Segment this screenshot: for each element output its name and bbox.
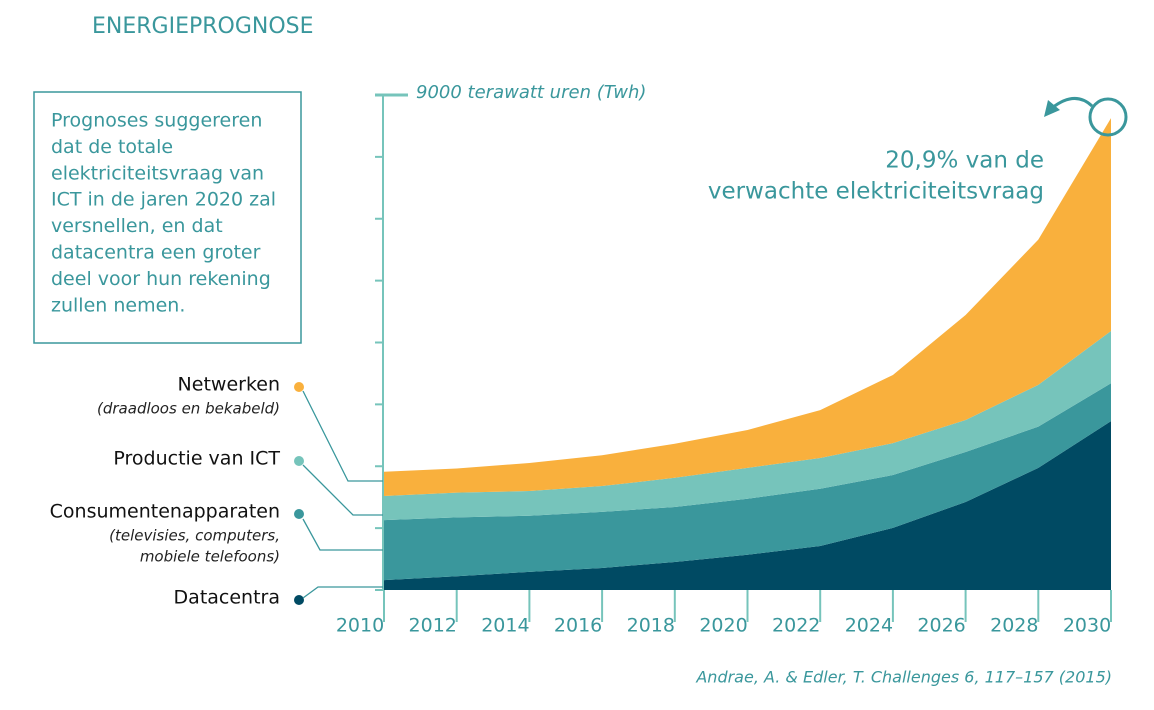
legend-dot [294, 382, 304, 392]
x-tick-label: 2014 [481, 615, 529, 637]
legend-note: (draadloos en bekabeld) [97, 400, 280, 418]
area [384, 383, 1111, 581]
x-tick-label: 2024 [845, 615, 893, 637]
leader-line [302, 464, 383, 516]
info-line: dat de totale [51, 136, 173, 158]
legend-dot [294, 595, 304, 605]
area [384, 421, 1111, 590]
leader-line [302, 390, 383, 482]
arrow [1051, 97, 1094, 110]
x-tick-label: 2020 [699, 615, 747, 637]
area [384, 118, 1111, 496]
info-box [33, 91, 302, 344]
info-line: Prognoses suggereren [51, 110, 262, 132]
y-tick-label: 9000 terawatt uren (Twh) [416, 82, 646, 103]
info-box-text: Prognoses suggereren dat de totale elektri… [51, 110, 276, 317]
legend-dot [294, 456, 304, 466]
chart: 9000 terawatt uren (Twh) 2010 2012 2014 2016… [50, 82, 1112, 687]
x-tick-label: 2016 [554, 615, 602, 637]
x-tick-label: 2030 [1063, 615, 1111, 637]
leader-lines [302, 390, 383, 599]
legend-dot [294, 509, 304, 519]
legend-note: mobiele telefoons) [140, 548, 280, 566]
legend-label: Netwerken [178, 374, 280, 396]
x-tick-label: 2018 [627, 615, 675, 637]
info-line: elektriciteitsvraag van [51, 162, 264, 184]
info-line: versnellen, en dat [51, 215, 223, 237]
info-line: deel voor hun rekening [51, 268, 271, 290]
info-line: zullen nemen. [51, 294, 185, 316]
legend-note: (televisies, computers, [109, 527, 280, 545]
info-line: datacentra een groter [51, 242, 261, 264]
source: Andrae, A. & Edler, T. Challenges 6, 117… [695, 668, 1112, 687]
leader-line [302, 518, 383, 551]
info-line: ICT in de jaren 2020 zal [51, 189, 276, 211]
highlight-circle [1088, 97, 1128, 137]
legend-label: Productie van ICT [113, 448, 280, 470]
title: ENERGIEPROGNOSE [92, 14, 314, 39]
leader-line [302, 586, 383, 599]
legend-label: Datacentra [174, 587, 280, 609]
x-tick-label: 2028 [990, 615, 1038, 637]
x-tick-label: 2022 [772, 615, 820, 637]
arrow-head [1044, 100, 1060, 117]
x-tick-label: 2012 [409, 615, 457, 637]
x-tick-label: 2010 [336, 615, 384, 637]
annotation: 20,9% van de [885, 148, 1044, 174]
area [384, 330, 1111, 521]
x-tick-label: 2026 [917, 615, 965, 637]
annotation: verwachte elektriciteitsvraag [708, 179, 1044, 205]
legend-label: Consumentenapparaten [50, 501, 280, 523]
